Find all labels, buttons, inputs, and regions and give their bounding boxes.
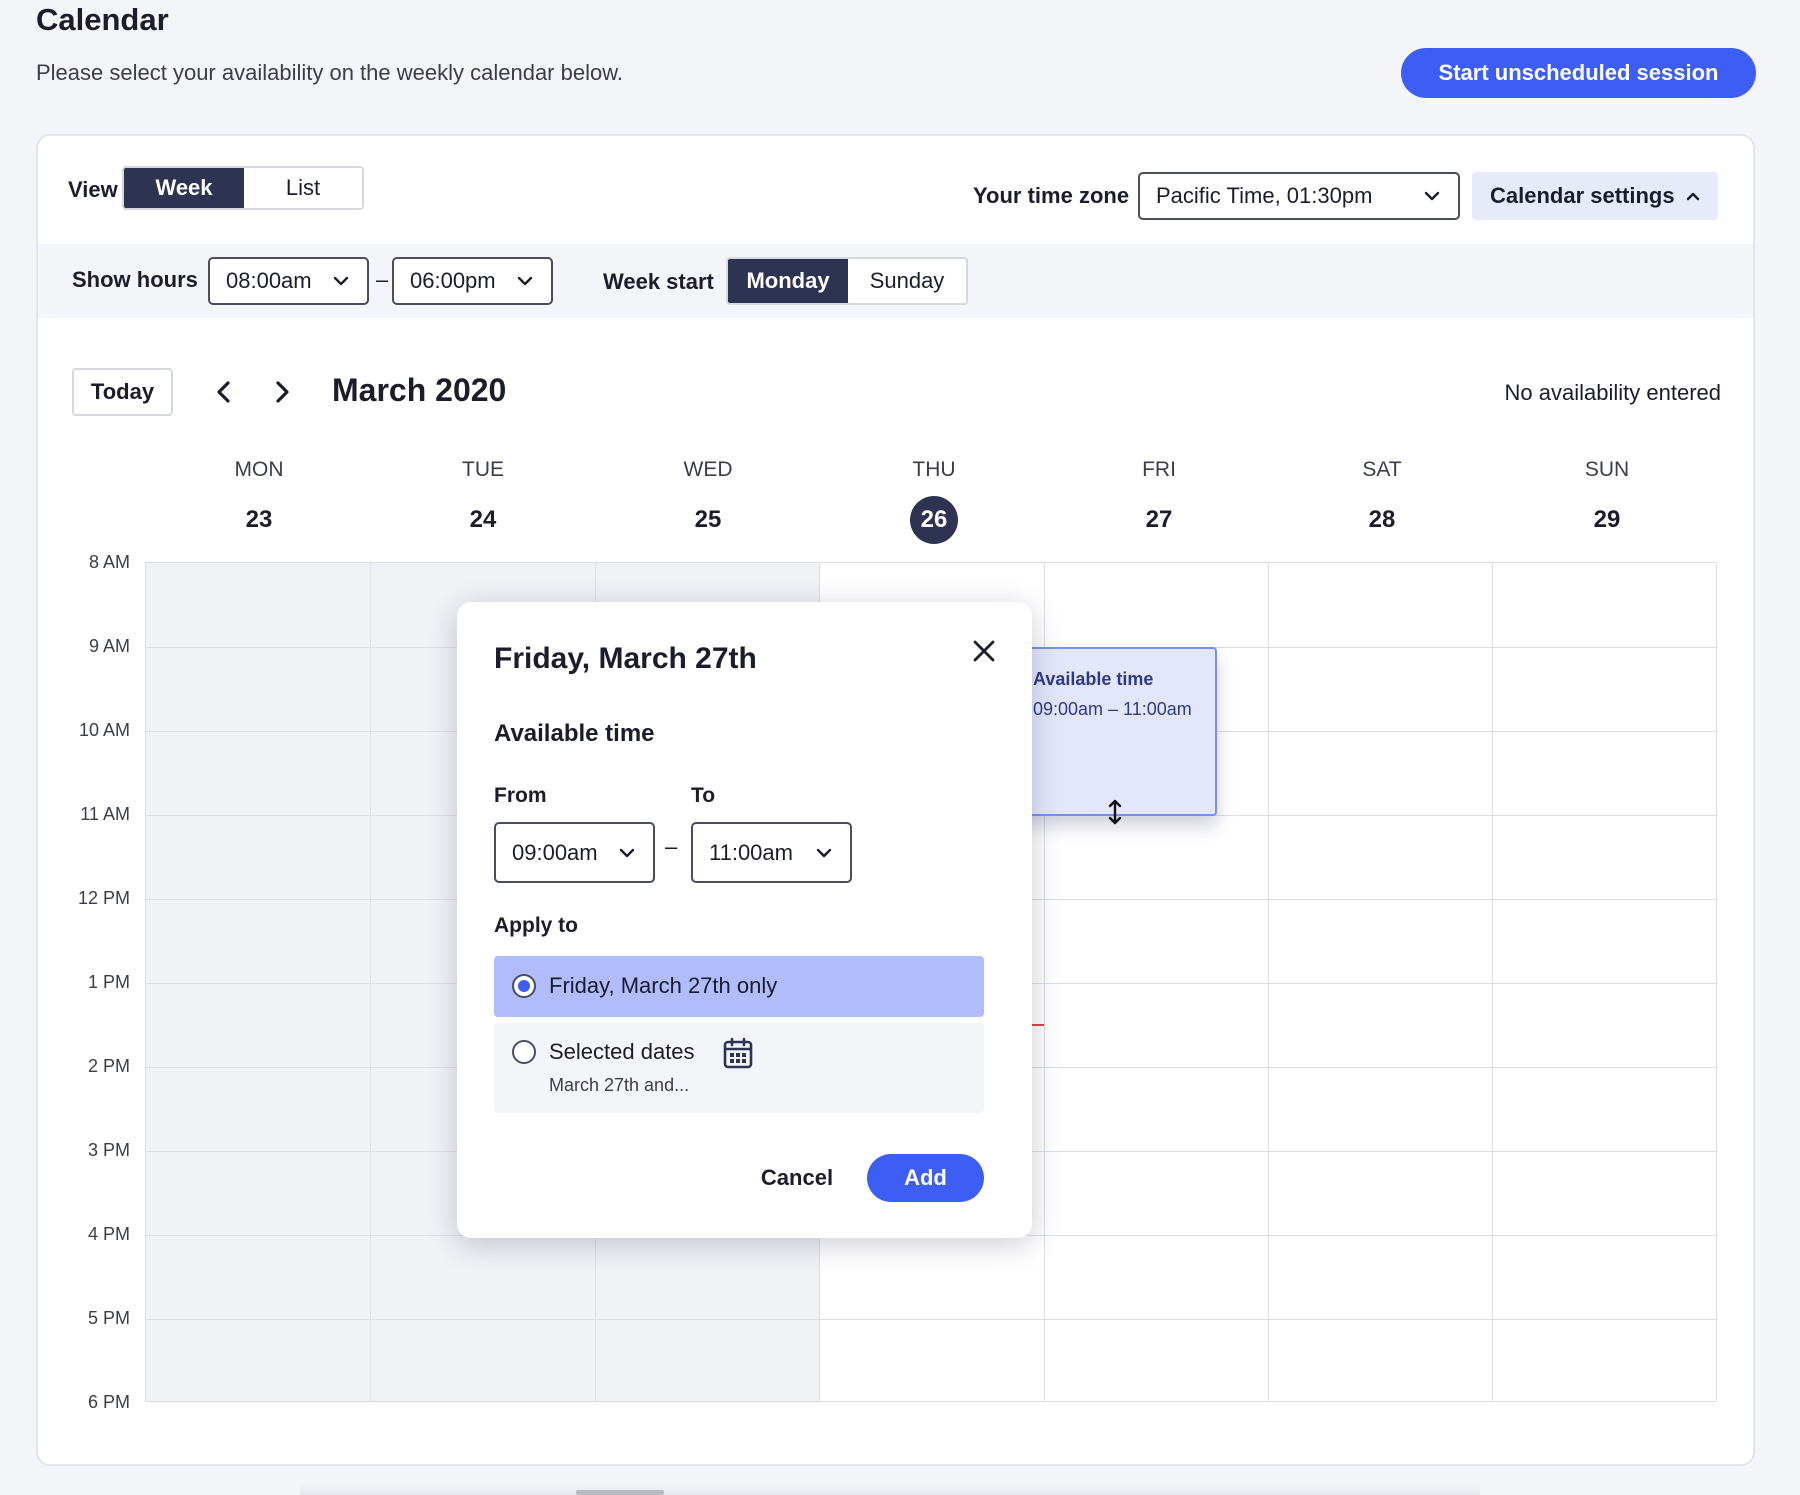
day-number-today[interactable]: 26 [920,506,948,533]
week-start-sunday-button[interactable]: Sunday [848,259,966,303]
dialog-title: Friday, March 27th [494,642,757,675]
calendar-settings-button[interactable]: Calendar settings [1472,172,1718,220]
month-title: March 2020 [332,372,507,408]
dialog-section-title: Available time [494,720,655,747]
grid-column-divider [370,563,371,1401]
hour-label: 6 PM [87,1392,130,1412]
show-hours-label: Show hours [72,267,198,292]
timezone-label: Your time zone [973,183,1130,208]
chevron-down-icon [517,276,533,286]
chevron-left-icon[interactable] [208,376,240,408]
grid-hour-line [146,1319,1716,1320]
hour-label: 10 AM [78,720,130,740]
page-title: Calendar [36,2,169,37]
resize-handle-icon[interactable] [1103,798,1127,826]
add-button[interactable]: Add [867,1154,984,1202]
calendar-icon[interactable] [723,1037,753,1069]
chevron-down-icon [1424,191,1440,201]
hours-dash: – [376,267,389,292]
available-time-event[interactable]: Available time 09:00am – 11:00am [1009,647,1217,825]
calendar-settings-label: Calendar settings [1490,183,1675,208]
today-button[interactable]: Today [72,368,173,416]
view-week-button[interactable]: Week [124,168,244,208]
hour-label: 5 PM [87,1308,130,1328]
apply-to-label: Apply to [494,914,578,937]
hour-label: 1 PM [87,972,130,992]
grid-column-divider [1044,563,1045,1401]
apply-option-selected-dates[interactable]: Selected dates March 27th and... [494,1023,984,1113]
apply-option-single-day[interactable]: Friday, March 27th only [494,956,984,1017]
day-number[interactable]: 25 [694,506,722,533]
show-hours-from-value: 08:00am [226,268,312,293]
apply-option-selected-dates-sublabel: March 27th and... [549,1075,690,1095]
hour-label: 3 PM [87,1140,130,1160]
today-indicator [910,496,958,544]
event-title: Available time [1033,669,1154,689]
chevron-up-icon [1686,192,1700,201]
day-number[interactable]: 28 [1368,506,1396,533]
hour-label: 8 AM [88,552,130,572]
radio-unselected[interactable] [512,1040,536,1064]
hours-settings-bar: Show hours 08:00am – 06:00pm Week start … [38,244,1753,318]
day-name: TUE [462,458,504,481]
chevron-down-icon [619,848,635,857]
show-hours-to-select[interactable]: 06:00pm [392,257,553,305]
hour-label: 4 PM [87,1224,130,1244]
view-list-button[interactable]: List [244,168,362,208]
apply-option-selected-dates-label: Selected dates [549,1039,695,1064]
day-name: MON [234,458,284,481]
chevron-right-icon[interactable] [266,376,298,408]
time-range-dash: – [665,834,678,859]
day-name: WED [683,458,733,481]
close-icon[interactable] [969,636,999,666]
to-time-value: 11:00am [709,839,793,865]
grid-column-divider [1268,563,1269,1401]
grid-column-divider [1492,563,1493,1401]
chevron-down-icon [333,276,349,286]
day-name: SAT [1362,458,1402,481]
week-start-toggle: Monday Sunday [726,257,968,305]
from-time-value: 09:00am [512,839,598,865]
chevron-down-icon [816,848,832,857]
page-subtitle: Please select your availability on the w… [36,60,623,85]
to-label: To [691,784,716,807]
hour-label: 2 PM [87,1056,130,1076]
timezone-value: Pacific Time, 01:30pm [1156,183,1373,208]
scrollbar-thumb[interactable] [576,1490,664,1495]
from-time-select[interactable]: 09:00am [494,822,655,883]
day-name: THU [912,458,956,481]
day-number[interactable]: 29 [1593,506,1621,533]
show-hours-to-value: 06:00pm [410,268,496,293]
hour-label: 9 AM [88,636,130,656]
day-name: FRI [1142,458,1176,481]
event-time: 09:00am – 11:00am [1033,699,1192,719]
hour-label: 12 PM [77,888,130,908]
view-label: View [68,177,118,202]
start-unscheduled-session-button[interactable]: Start unscheduled session [1401,48,1756,98]
timezone-select[interactable]: Pacific Time, 01:30pm [1138,172,1460,220]
view-toggle: Week List [122,166,364,210]
show-hours-from-select[interactable]: 08:00am [208,257,369,305]
cancel-button[interactable]: Cancel [727,1154,867,1202]
availability-status: No availability entered [1504,380,1721,405]
day-number[interactable]: 27 [1145,506,1173,533]
week-start-label: Week start [603,269,714,294]
apply-option-single-day-label: Friday, March 27th only [549,973,778,998]
bottom-fade [300,1482,1480,1495]
radio-selected[interactable] [512,974,536,998]
week-start-monday-button[interactable]: Monday [728,259,848,303]
calendar-toolbar: View Week List Your time zone Pacific Ti… [38,136,1753,244]
day-name: SUN [1584,458,1630,481]
availability-dialog: Friday, March 27th Available time From T… [457,602,1032,1238]
day-number[interactable]: 24 [469,506,497,533]
day-number[interactable]: 23 [245,506,273,533]
hour-label: 11 AM [80,804,130,824]
from-label: From [494,784,547,807]
to-time-select[interactable]: 11:00am [691,822,852,883]
